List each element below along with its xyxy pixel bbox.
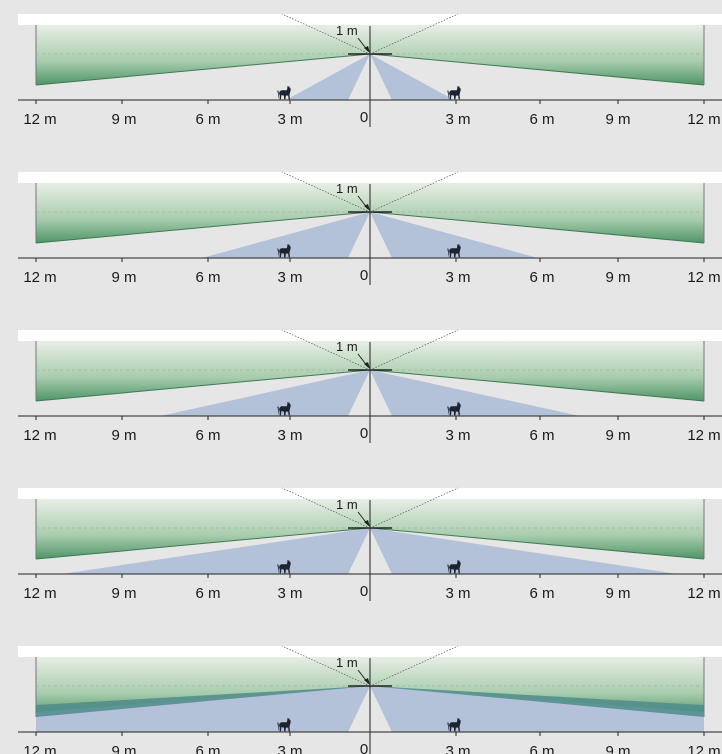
panel-3: 1 m 12 m 9 m 6 m 3 m 0 3 m 6 m 9 m 12 m xyxy=(18,329,722,444)
cat-icon xyxy=(447,85,461,100)
tick-label: 9 m xyxy=(111,269,136,286)
upper-zone-left xyxy=(36,341,370,401)
lower-zone-right xyxy=(370,212,538,258)
tick-label: 6 m xyxy=(195,111,220,128)
mounting-height-label: 1 m xyxy=(336,181,358,196)
mounting-height-label: 1 m xyxy=(336,655,358,670)
panel-1: 1 m 12 m 9 m 6 m 3 m 0 3 m 6 m 9 m 12 m xyxy=(18,13,722,128)
tick-label: 12 m xyxy=(23,111,56,128)
tick-label: 3 m xyxy=(445,111,470,128)
tick-label: 6 m xyxy=(195,743,220,754)
tick-label: 0 xyxy=(360,741,368,754)
tick-label: 3 m xyxy=(277,111,302,128)
tick-label: 6 m xyxy=(529,269,554,286)
tick-label: 0 xyxy=(360,583,368,600)
tick-label: 9 m xyxy=(605,269,630,286)
tick-label: 6 m xyxy=(195,585,220,602)
panel-5: 1 m 12 m 9 m 6 m 3 m 0 3 m 6 m 9 m 12 m xyxy=(18,645,722,754)
cat-icon xyxy=(277,85,291,100)
tick-label: 9 m xyxy=(111,743,136,754)
ceiling xyxy=(18,172,722,183)
tick-label: 12 m xyxy=(687,269,720,286)
upper-zone-left xyxy=(36,499,370,559)
tick-label: 3 m xyxy=(277,743,302,754)
tick-label: 9 m xyxy=(605,427,630,444)
tick-label: 3 m xyxy=(277,269,302,286)
lower-zone-left xyxy=(286,54,370,100)
tick-label: 6 m xyxy=(529,743,554,754)
tick-label: 0 xyxy=(360,267,368,284)
ceiling xyxy=(18,14,722,25)
lower-zone-left xyxy=(160,370,370,416)
mounting-height-label: 1 m xyxy=(336,339,358,354)
upper-zone-left xyxy=(36,25,370,85)
tick-label: 9 m xyxy=(605,111,630,128)
tick-label: 9 m xyxy=(605,743,630,754)
upper-zone-left xyxy=(36,183,370,243)
tick-label: 3 m xyxy=(445,427,470,444)
tick-label: 6 m xyxy=(195,427,220,444)
tick-label: 12 m xyxy=(23,427,56,444)
tick-label: 12 m xyxy=(687,743,720,754)
tick-label: 3 m xyxy=(445,743,470,754)
tick-label: 6 m xyxy=(529,111,554,128)
lower-zone-right xyxy=(370,370,580,416)
tick-label: 9 m xyxy=(111,111,136,128)
panel-2: 1 m 12 m 9 m 6 m 3 m 0 3 m 6 m 9 m 12 m xyxy=(18,171,722,286)
ceiling xyxy=(18,488,722,499)
tick-label: 9 m xyxy=(605,585,630,602)
upper-zone-right xyxy=(370,183,704,243)
tick-label: 6 m xyxy=(195,269,220,286)
upper-zone-right xyxy=(370,25,704,85)
tick-label: 3 m xyxy=(277,427,302,444)
tick-label: 6 m xyxy=(529,427,554,444)
tick-label: 9 m xyxy=(111,427,136,444)
tick-label: 12 m xyxy=(23,743,56,754)
panel-4: 1 m 12 m 9 m 6 m 3 m 0 3 m 6 m 9 m 12 m xyxy=(18,487,722,602)
upper-zone-right xyxy=(370,341,704,401)
ceiling xyxy=(18,330,722,341)
tick-label: 12 m xyxy=(23,585,56,602)
lower-zone-right xyxy=(370,54,454,100)
tick-label: 6 m xyxy=(529,585,554,602)
ceiling xyxy=(18,646,722,657)
tick-label: 12 m xyxy=(687,585,720,602)
tick-label: 3 m xyxy=(445,585,470,602)
lower-zone-left xyxy=(36,686,370,732)
tick-label: 0 xyxy=(360,425,368,442)
lower-zone-right xyxy=(370,686,704,732)
lower-zone-left xyxy=(202,212,370,258)
lower-zone-right xyxy=(370,528,678,574)
tick-label: 9 m xyxy=(111,585,136,602)
floor-band-right xyxy=(370,686,704,717)
tick-label: 3 m xyxy=(277,585,302,602)
upper-zone-right xyxy=(370,499,704,559)
tick-label: 12 m xyxy=(687,427,720,444)
mounting-height-label: 1 m xyxy=(336,23,358,38)
tick-label: 0 xyxy=(360,109,368,126)
tick-label: 12 m xyxy=(687,111,720,128)
tick-label: 12 m xyxy=(23,269,56,286)
floor-band-left xyxy=(36,686,370,717)
lower-zone-left xyxy=(62,528,370,574)
mounting-height-label: 1 m xyxy=(336,497,358,512)
tick-label: 3 m xyxy=(445,269,470,286)
